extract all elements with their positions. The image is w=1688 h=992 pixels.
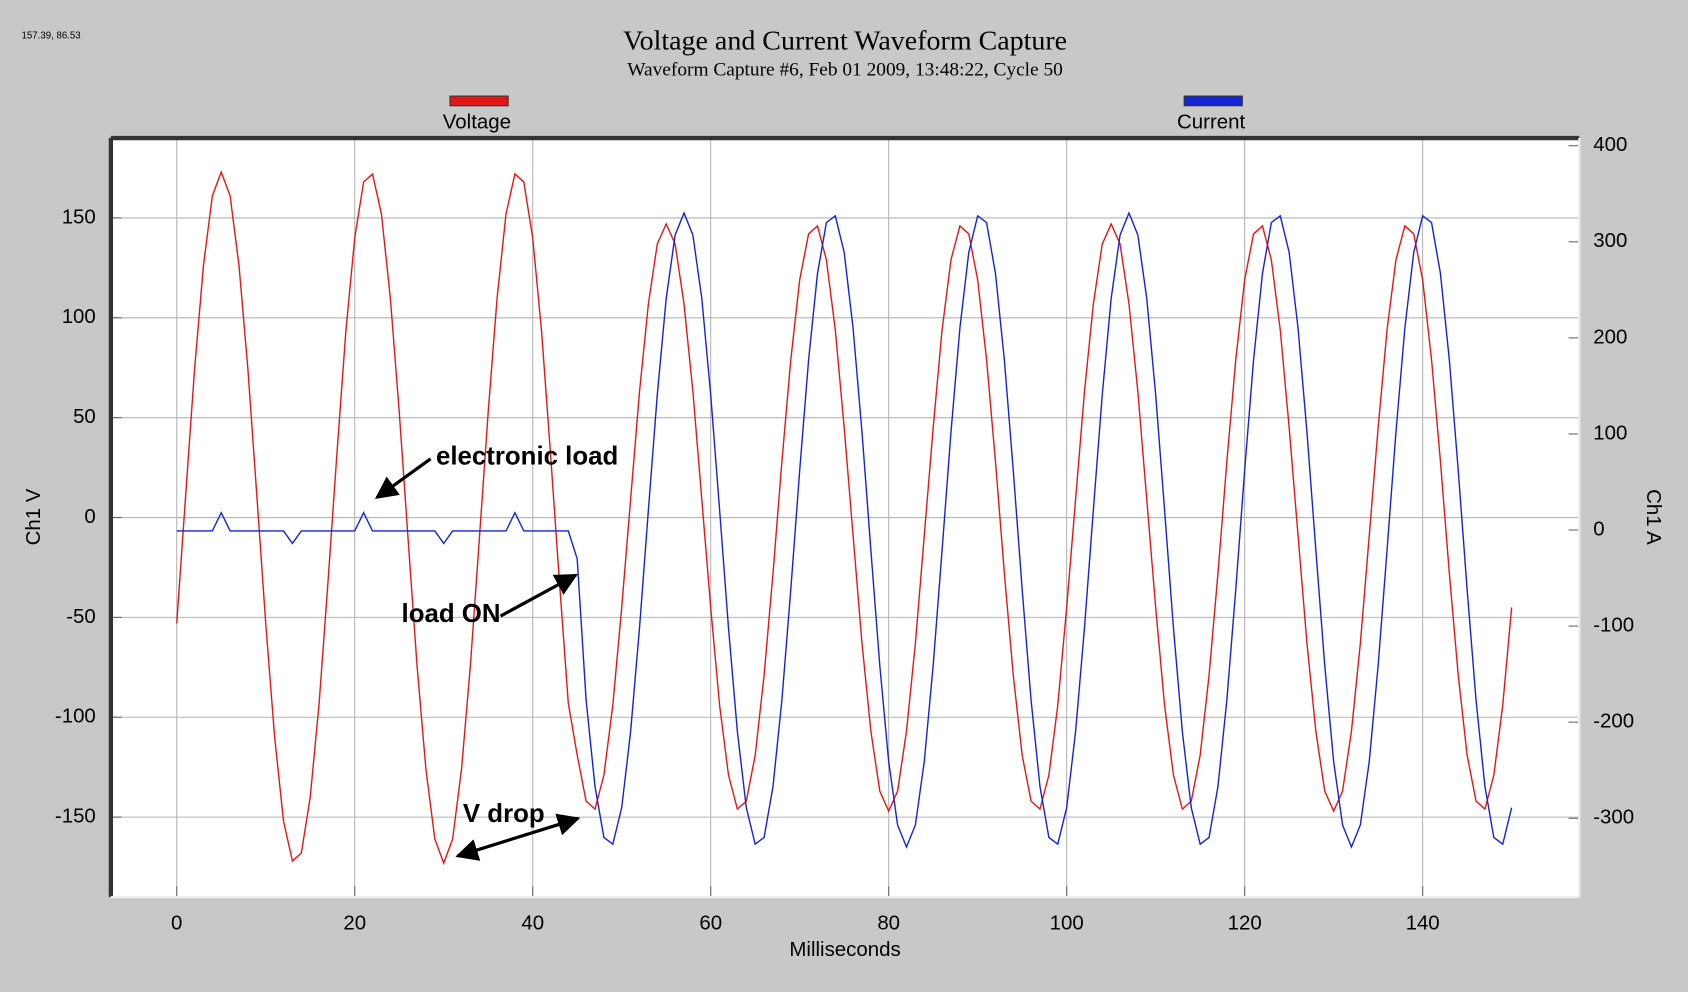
annotation-arrow [499,573,578,618]
labels: 0 20 40 60 80 100 120 140 -150 -100 -50 0 50 100 150 -3… [55,95,1634,934]
y2-tick-label: 400 [1593,133,1627,156]
corner-text: 157.39, 86.53 [22,30,81,41]
series-line [176,211,1513,849]
x-tick-label: 60 [699,911,722,934]
x-tick-label: 0 [171,911,182,934]
y-tick-label: -50 [66,605,96,628]
y2-tick-label: -300 [1593,806,1634,829]
x-axis-label: Milliseconds [789,938,900,961]
annotation-arrow [374,457,432,499]
y-tick-label: -150 [55,805,96,828]
y2-tick-label: -100 [1593,613,1634,636]
y2-tick-label: 0 [1593,517,1604,540]
y2-axis-label: Ch1 A [1642,489,1665,545]
series-line [176,169,1513,866]
x-tick-label: 140 [1406,911,1440,934]
y-axis-label: Ch1 V [22,488,45,545]
lines [176,169,1513,866]
grid [110,138,1580,898]
y2-tick-label: -200 [1593,710,1634,733]
legend-label: Voltage [443,110,511,133]
legend-swatch [449,95,509,107]
y-tick-label: 0 [84,505,95,528]
y-tick-label: -100 [55,705,96,728]
annotation: V drop [463,800,545,828]
chart-subtitle: Waveform Capture #6, Feb 01 2009, 13:48:… [627,60,1063,81]
legend-swatch [1183,95,1243,107]
y2-tick-label: 300 [1593,229,1627,252]
x-tick-label: 120 [1228,911,1262,934]
y2-tick-label: 200 [1593,325,1627,348]
x-tick-label: 100 [1050,911,1084,934]
annotation-arrow [455,813,581,861]
y-tick-label: 50 [73,405,96,428]
x-tick-label: 80 [877,911,900,934]
y-tick-label: 150 [62,205,96,228]
chart-title: Voltage and Current Waveform Capture [623,26,1067,57]
x-tick-label: 40 [521,911,544,934]
y2-tick-label: 100 [1593,421,1627,444]
annotation: electronic load [436,443,618,471]
x-tick-label: 20 [343,911,366,934]
y-tick-label: 100 [62,305,96,328]
annotation: load ON [402,600,501,628]
legend-label: Current [1177,110,1245,133]
